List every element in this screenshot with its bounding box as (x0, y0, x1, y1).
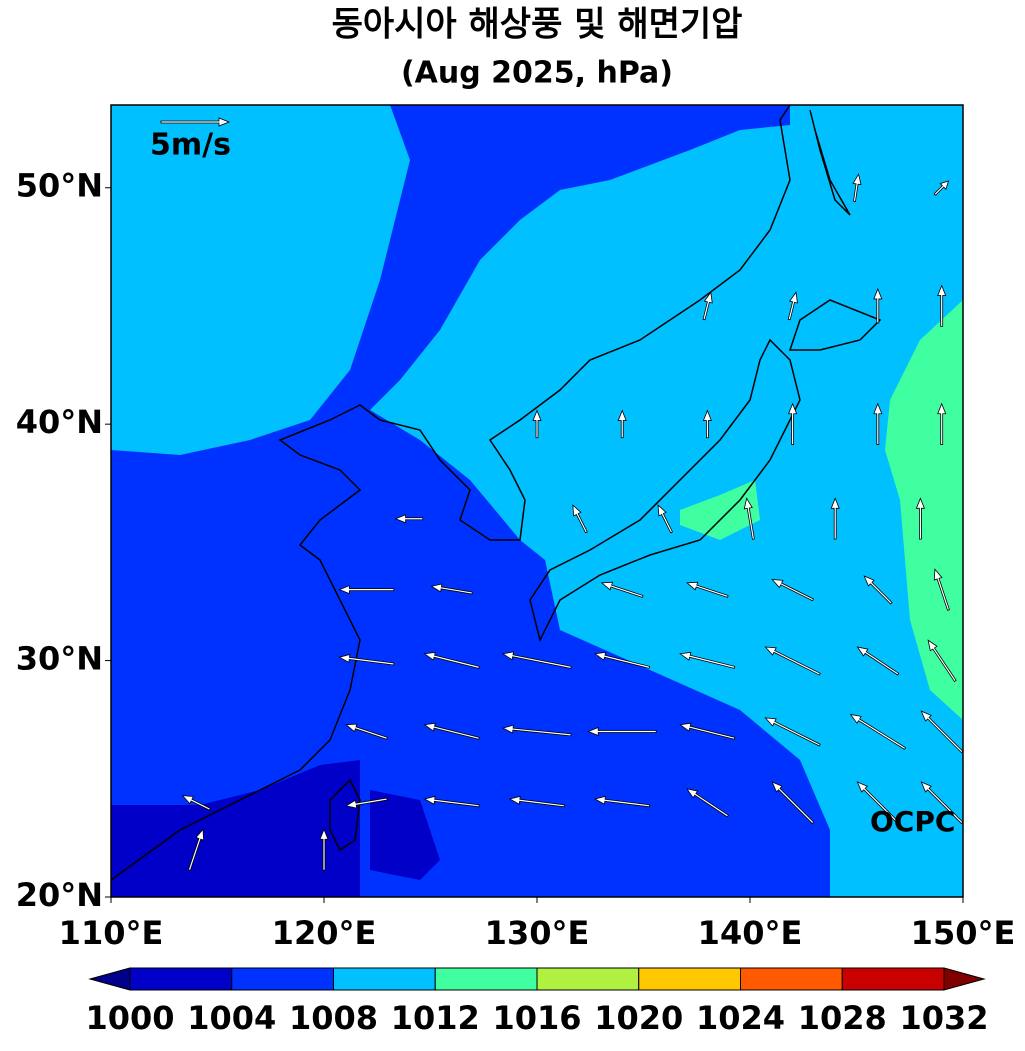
pressure-region (111, 760, 360, 897)
wind-arrow (702, 409, 712, 439)
wind-arrow (345, 797, 388, 809)
wind-arrow (338, 653, 395, 666)
colorbar-bin (231, 967, 334, 991)
wind-arrow (679, 651, 736, 669)
wind-arrow (423, 651, 480, 669)
colorbar-label: 1032 (899, 999, 988, 1037)
colorbar-label: 1016 (492, 999, 581, 1037)
y-tick-label: 50°N (16, 167, 103, 205)
wind-arrow (345, 723, 388, 740)
coastline (788, 299, 882, 351)
wind-arrow (920, 781, 963, 825)
colorbar-label: 1020 (594, 999, 683, 1037)
y-tick-label: 40°N (16, 403, 103, 441)
wind-arrow (743, 497, 755, 540)
wind-arrow (873, 402, 883, 445)
wind-arrow (863, 575, 893, 605)
x-tick-label: 120°E (272, 914, 377, 952)
pressure-region (370, 790, 440, 880)
wind-arrow (501, 724, 572, 737)
wind-arrow (686, 788, 729, 818)
wind-key-label: 5m/s (150, 128, 231, 163)
colorbar-label: 1000 (85, 999, 174, 1037)
colorbar-under (88, 967, 131, 991)
colorbar-label: 1024 (696, 999, 785, 1037)
coastline (529, 338, 801, 643)
wind-arrow (593, 651, 651, 669)
wind-arrow (508, 795, 565, 808)
pressure-region (111, 105, 830, 897)
coastline (111, 105, 791, 881)
x-tick-label: 140°E (698, 914, 803, 952)
wind-arrow (702, 291, 713, 321)
wind-arrow (849, 713, 907, 750)
colorbar-bin (841, 967, 945, 991)
wind-arrow (685, 581, 729, 598)
y-tick-label: 30°N (16, 640, 103, 678)
wind-arrow (338, 585, 395, 595)
colorbar-label: 1028 (798, 999, 887, 1037)
wind-arrow (830, 497, 840, 540)
wind-arrow (181, 795, 211, 811)
colorbar-bin (129, 967, 233, 991)
wind-arrow (572, 504, 588, 534)
colorbar-bin (740, 967, 843, 991)
colorbar-bin (434, 967, 538, 991)
colorbar-label: 1004 (187, 999, 276, 1037)
colorbar-bin (333, 967, 436, 991)
wind-arrow (915, 497, 925, 540)
wind-arrow (933, 568, 950, 611)
watermark: OCPC (870, 805, 955, 838)
wind-arrow (927, 639, 957, 683)
wind-key-arrow (160, 117, 231, 127)
wind-arrow (788, 402, 798, 445)
wind-arrow (937, 284, 947, 327)
wind-arrow (532, 409, 542, 439)
wind-arrow (920, 710, 963, 754)
coastline (809, 109, 851, 216)
wind-arrow (873, 287, 883, 324)
wind-arrow (423, 722, 480, 740)
wind-arrow (593, 795, 650, 808)
chart-title: 동아시아 해상풍 및 해면기압 (332, 5, 743, 45)
wind-arrow (657, 504, 674, 534)
wind-arrow (394, 514, 424, 524)
wind-arrow (771, 578, 814, 602)
wind-arrow (501, 651, 572, 669)
wind-arrow (933, 180, 950, 196)
wind-arrow (187, 828, 205, 871)
wind-arrow (764, 646, 821, 676)
wind-arrow (679, 722, 736, 740)
wind-arrow (617, 409, 627, 439)
wind-arrow (771, 781, 815, 825)
wind-arrow (423, 795, 480, 808)
wind-arrow (787, 291, 798, 321)
colorbar-bin (638, 967, 741, 991)
map (111, 105, 963, 897)
wind-arrow (319, 828, 329, 871)
x-tick-label: 150°E (911, 914, 1016, 952)
colorbar-label: 1008 (289, 999, 378, 1037)
y-tick-label: 20°N (16, 876, 103, 914)
chart-subtitle: (Aug 2025, hPa) (401, 56, 673, 91)
wind-arrow (856, 646, 900, 676)
wind-arrow (600, 581, 644, 598)
colorbar-label: 1012 (391, 999, 480, 1037)
colorbar-over (943, 967, 986, 991)
pressure-region (885, 300, 963, 720)
wind-arrow (764, 717, 821, 747)
x-tick-label: 110°E (59, 914, 164, 952)
x-tick-label: 130°E (485, 914, 590, 952)
wind-arrow (937, 402, 947, 445)
wind-arrow (430, 583, 473, 595)
coastline (329, 778, 361, 852)
wind-arrow (852, 173, 862, 202)
pressure-region (680, 480, 760, 540)
wind-arrow (587, 726, 657, 737)
colorbar-bin (536, 967, 640, 991)
wind-arrow (856, 781, 900, 825)
